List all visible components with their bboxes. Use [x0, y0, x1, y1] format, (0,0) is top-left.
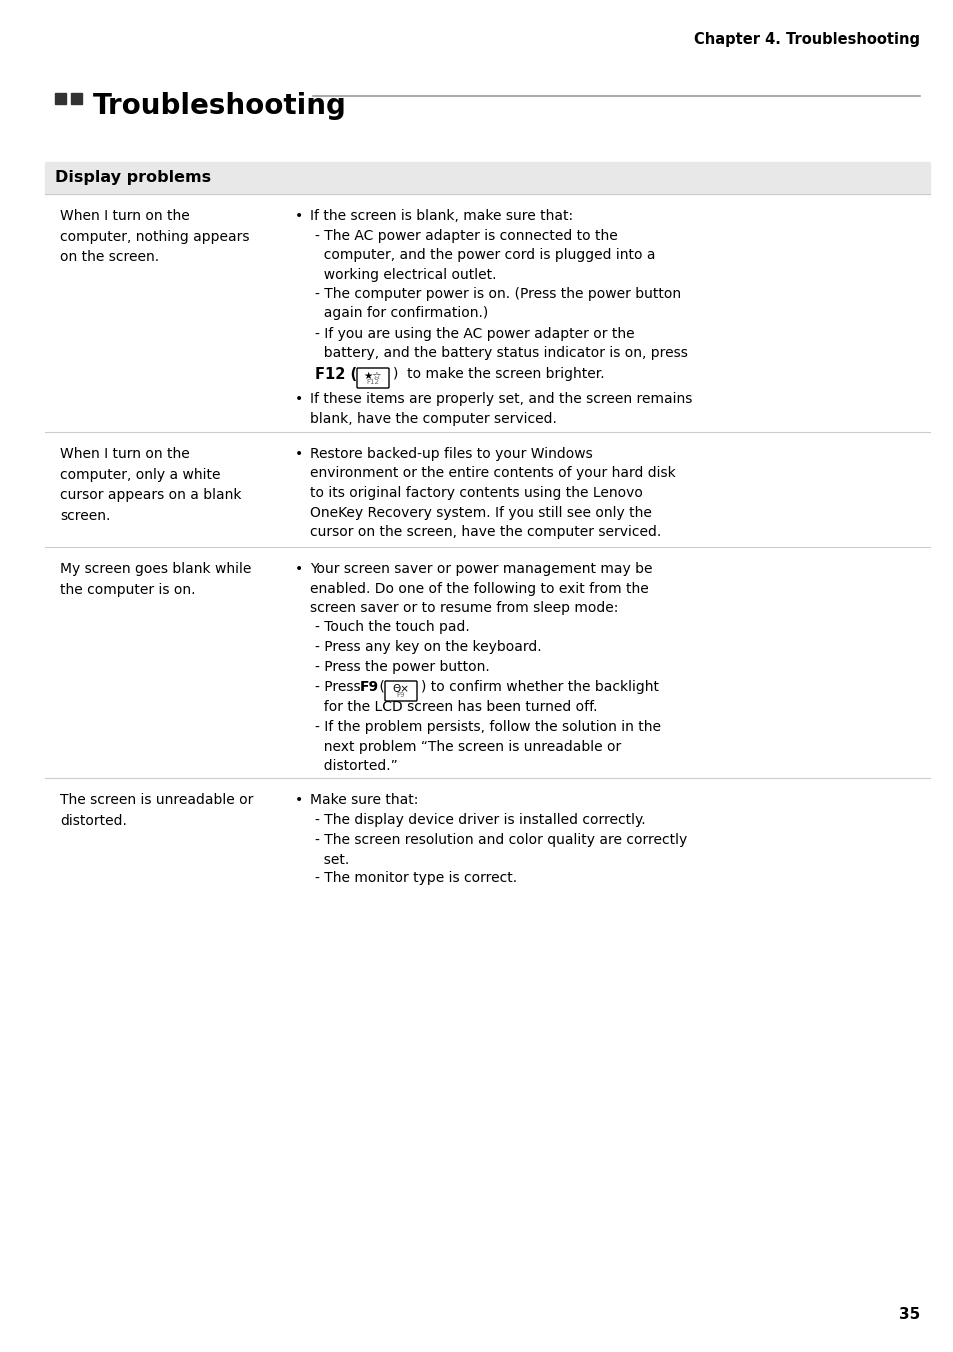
Text: - If the problem persists, follow the solution in the
  next problem “The screen: - If the problem persists, follow the so… [314, 721, 660, 773]
Text: - The monitor type is correct.: - The monitor type is correct. [314, 871, 517, 886]
Text: F9: F9 [396, 692, 405, 698]
Text: Troubleshooting: Troubleshooting [92, 92, 347, 120]
Text: The screen is unreadable or
distorted.: The screen is unreadable or distorted. [60, 794, 253, 827]
Text: Your screen saver or power management may be
enabled. Do one of the following to: Your screen saver or power management ma… [310, 562, 652, 615]
Text: - The display device driver is installed correctly.: - The display device driver is installed… [314, 813, 645, 827]
Text: - The computer power is on. (Press the power button
  again for confirmation.): - The computer power is on. (Press the p… [314, 287, 680, 320]
Text: - Press the power button.: - Press the power button. [314, 660, 489, 675]
Text: ) to confirm whether the backlight: ) to confirm whether the backlight [420, 680, 659, 694]
Text: Display problems: Display problems [55, 170, 211, 185]
Text: •: • [294, 392, 303, 406]
FancyBboxPatch shape [356, 368, 389, 388]
Text: - The AC power adapter is connected to the
  computer, and the power cord is plu: - The AC power adapter is connected to t… [314, 228, 655, 283]
Text: If these items are properly set, and the screen remains
blank, have the computer: If these items are properly set, and the… [310, 392, 692, 426]
Text: - The screen resolution and color quality are correctly
  set.: - The screen resolution and color qualit… [314, 833, 686, 867]
Bar [55, 93, 66, 104]
Text: When I turn on the
computer, only a white
cursor appears on a blank
screen.: When I turn on the computer, only a whit… [60, 448, 241, 523]
Text: When I turn on the
computer, nothing appears
on the screen.: When I turn on the computer, nothing app… [60, 210, 250, 264]
Text: F12 (: F12 ( [314, 366, 356, 383]
Bar [71, 93, 82, 104]
Text: - If you are using the AC power adapter or the
  battery, and the battery status: - If you are using the AC power adapter … [314, 327, 687, 361]
Text: )  to make the screen brighter.: ) to make the screen brighter. [393, 366, 604, 381]
Text: •: • [294, 448, 303, 461]
Text: - Touch the touch pad.: - Touch the touch pad. [314, 621, 469, 634]
Text: Restore backed-up files to your Windows
environment or the entire contents of yo: Restore backed-up files to your Windows … [310, 448, 675, 539]
Text: (: ( [375, 680, 384, 694]
Text: Make sure that:: Make sure that: [310, 794, 418, 807]
Text: - Press any key on the keyboard.: - Press any key on the keyboard. [314, 639, 541, 654]
Text: F9: F9 [359, 680, 378, 694]
FancyBboxPatch shape [385, 681, 416, 700]
Text: •: • [294, 210, 303, 223]
Text: My screen goes blank while
the computer is on.: My screen goes blank while the computer … [60, 562, 251, 596]
Text: F12: F12 [366, 379, 379, 385]
Text: •: • [294, 794, 303, 807]
Text: If the screen is blank, make sure that:: If the screen is blank, make sure that: [310, 210, 573, 223]
Text: •: • [294, 562, 303, 576]
Bar [45, 162, 929, 193]
Text: Θ×: Θ× [392, 684, 409, 694]
Text: - Press: - Press [314, 680, 365, 694]
Text: for the LCD screen has been turned off.: for the LCD screen has been turned off. [314, 700, 597, 714]
Text: 35: 35 [898, 1307, 919, 1322]
Text: ★☆: ★☆ [363, 370, 382, 381]
Text: Chapter 4. Troubleshooting: Chapter 4. Troubleshooting [693, 32, 919, 47]
